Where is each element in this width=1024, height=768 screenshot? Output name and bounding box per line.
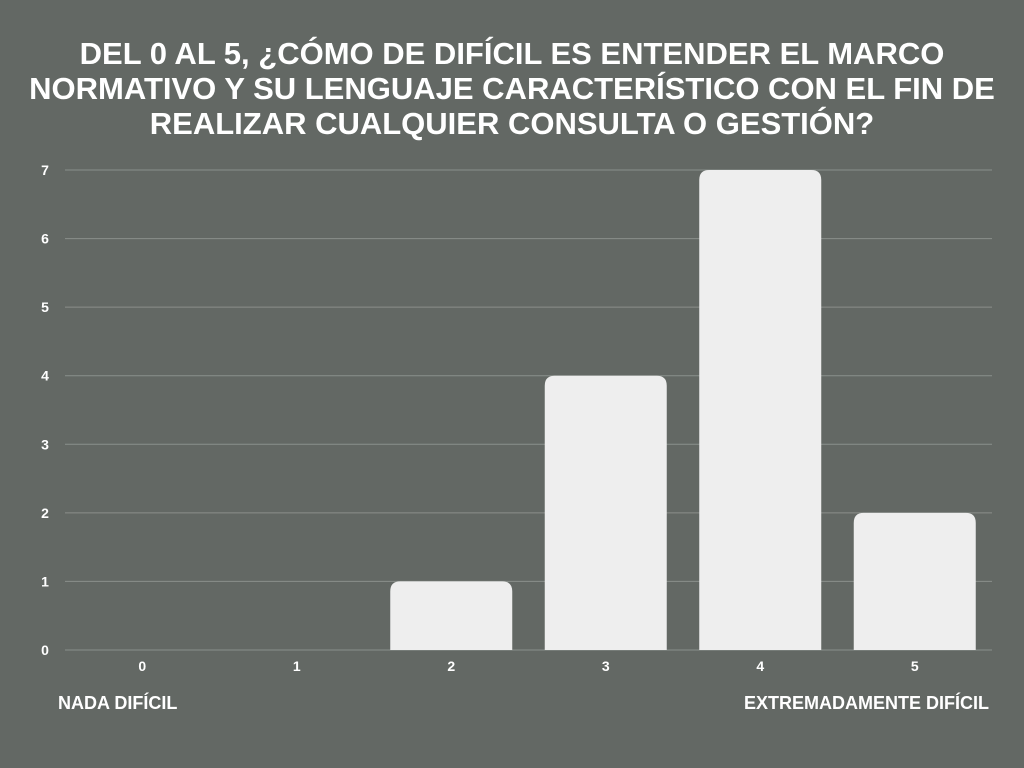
x-tick-label: 4 — [756, 658, 764, 674]
x-tick-label: 3 — [602, 658, 610, 674]
x-axis-right-annotation: EXTREMADAMENTE DIFÍCIL — [744, 693, 989, 713]
x-tick-label: 2 — [447, 658, 455, 674]
x-tick-label: 1 — [293, 658, 301, 674]
y-tick-label: 4 — [41, 368, 49, 384]
chart-title: DEL 0 AL 5, ¿CÓMO DE DIFÍCIL ES ENTENDER… — [29, 36, 995, 141]
y-tick-label: 3 — [41, 436, 49, 452]
bar-5 — [853, 512, 976, 650]
y-tick-label: 2 — [41, 505, 49, 521]
y-tick-label: 6 — [41, 231, 49, 247]
bar-2 — [390, 581, 513, 650]
x-tick-label: 0 — [138, 658, 146, 674]
x-axis-left-annotation: NADA DIFÍCIL — [58, 693, 178, 713]
bar-4 — [699, 170, 822, 650]
y-tick-label: 7 — [41, 162, 49, 178]
y-tick-label: 5 — [41, 299, 49, 315]
bar-3 — [544, 375, 667, 650]
x-tick-label: 5 — [911, 658, 919, 674]
y-tick-label: 1 — [41, 573, 49, 589]
y-tick-label: 0 — [41, 642, 49, 658]
